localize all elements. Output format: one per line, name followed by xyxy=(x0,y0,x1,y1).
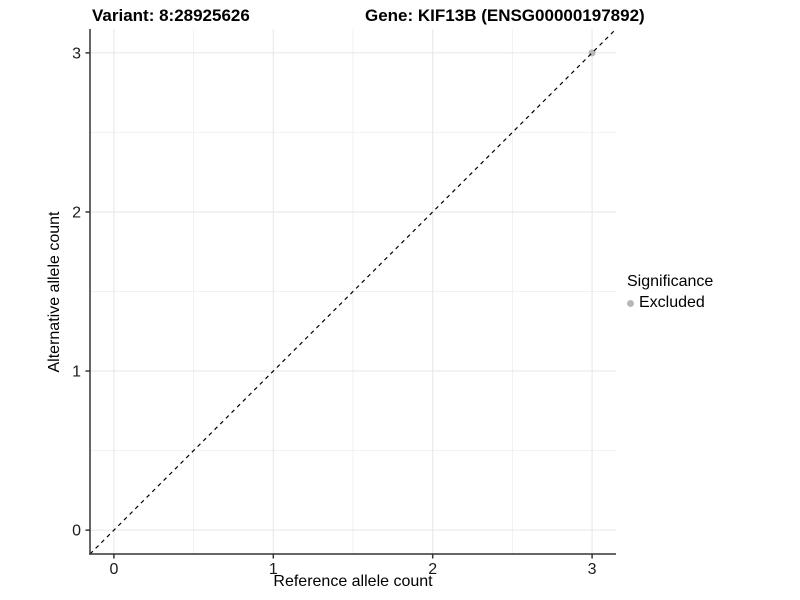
y-tick-label: 2 xyxy=(72,204,81,221)
legend-point-icon xyxy=(627,299,634,307)
identity-dashed-line xyxy=(89,28,617,555)
x-tick-label: 1 xyxy=(269,561,278,578)
x-tick-label: 3 xyxy=(588,561,597,578)
y-tick-label: 1 xyxy=(72,364,81,381)
y-tick-label: 3 xyxy=(72,45,81,62)
legend-item-label: Excluded xyxy=(639,294,705,311)
x-tick-label: 2 xyxy=(428,561,437,578)
x-tick-label: 0 xyxy=(109,561,118,578)
legend: Significance Excluded xyxy=(627,273,713,312)
variant-title: Variant: 8:28925626 xyxy=(92,6,250,25)
x-axis-title: Reference allele count xyxy=(273,573,433,590)
legend-item-excluded: Excluded xyxy=(627,294,713,312)
gene-title: Gene: KIF13B (ENSG00000197892) xyxy=(365,6,645,25)
y-tick-label: 0 xyxy=(72,523,81,540)
legend-title: Significance xyxy=(627,273,714,290)
